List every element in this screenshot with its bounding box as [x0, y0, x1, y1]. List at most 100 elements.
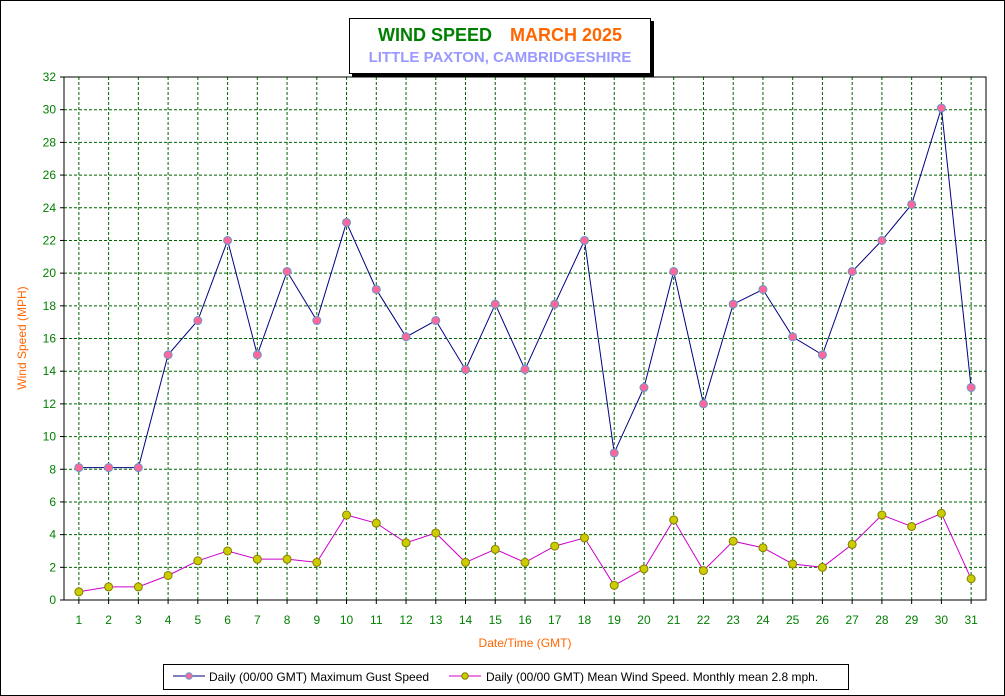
mean-point: [133, 582, 143, 592]
mean-point: [104, 582, 114, 592]
legend-mean-swatch: [449, 672, 481, 680]
mean-point: [342, 510, 352, 520]
gust-point: [669, 266, 679, 276]
x-tick-label: 17: [548, 613, 562, 627]
x-tick-label: 16: [518, 613, 532, 627]
mean-point: [163, 570, 173, 580]
y-tick-label: 28: [43, 135, 57, 149]
x-tick-label: 15: [489, 613, 503, 627]
chart-subtitle: LITTLE PAXTON, CAMBRIDGESHIRE: [368, 49, 632, 66]
mean-point: [639, 564, 649, 574]
mean-point: [282, 554, 292, 564]
mean-point: [728, 536, 738, 546]
gust-point: [579, 235, 589, 245]
mean-point: [966, 574, 976, 584]
x-tick-label: 11: [370, 613, 383, 627]
mean-point: [877, 510, 887, 520]
chart-legend: Daily (00/00 GMT) Maximum Gust Speed Dai…: [163, 664, 849, 690]
gust-point: [104, 463, 114, 473]
gust-point: [550, 299, 560, 309]
x-tick-label: 6: [224, 613, 231, 627]
x-tick-label: 25: [786, 613, 800, 627]
gust-point: [461, 365, 471, 375]
x-tick-label: 31: [964, 613, 978, 627]
mean-point: [371, 518, 381, 528]
chart-title: WIND SPEED: [377, 25, 492, 45]
gust-point: [401, 332, 411, 342]
x-tick-label: 30: [935, 613, 949, 627]
gust-point: [788, 332, 798, 342]
x-tick-label: 9: [313, 613, 320, 627]
mean-point: [461, 557, 471, 567]
x-tick-label: 21: [667, 613, 681, 627]
x-tick-label: 10: [340, 613, 354, 627]
y-tick-label: 20: [43, 266, 57, 280]
gust-point: [609, 448, 619, 458]
mean-point: [312, 557, 322, 567]
mean-point: [74, 587, 84, 597]
legend-gust-label: Daily (00/00 GMT) Maximum Gust Speed: [209, 670, 430, 684]
plot-area-border: [63, 76, 987, 601]
gust-point: [342, 217, 352, 227]
gust-point: [639, 383, 649, 393]
x-tick-label: 4: [165, 613, 172, 627]
x-tick-label: 14: [459, 613, 473, 627]
y-tick-label: 6: [49, 495, 56, 509]
y-axis-label: Wind Speed (MPH): [15, 286, 29, 389]
gust-point: [490, 299, 500, 309]
y-tick-label: 16: [43, 332, 57, 346]
gust-point: [847, 266, 857, 276]
mean-point: [788, 559, 798, 569]
series-layer: [74, 103, 976, 597]
x-tick-label: 24: [756, 613, 770, 627]
x-tick-label: 20: [637, 613, 651, 627]
y-tick-label: 12: [43, 397, 57, 411]
gust-point: [193, 316, 203, 326]
mean-point: [550, 541, 560, 551]
mean-point: [817, 562, 827, 572]
mean-point: [669, 515, 679, 525]
x-tick-label: 19: [608, 613, 622, 627]
x-tick-label: 26: [816, 613, 830, 627]
mean-point: [252, 554, 262, 564]
y-tick-label: 26: [43, 168, 57, 182]
mean-point: [431, 528, 441, 538]
chart-title-box: WIND SPEED MARCH 2025 LITTLE PAXTON, CAMB…: [349, 18, 651, 74]
chart-month: MARCH 2025: [509, 25, 623, 45]
mean-point: [520, 557, 530, 567]
gust-point: [520, 365, 530, 375]
gust-point: [312, 316, 322, 326]
gust-point: [371, 284, 381, 294]
gust-point: [133, 463, 143, 473]
gust-point: [907, 199, 917, 209]
x-tick-label: 23: [727, 613, 741, 627]
mean-point: [936, 508, 946, 518]
y-tick-label: 14: [43, 364, 57, 378]
x-tick-label: 27: [845, 613, 859, 627]
y-tick-label: 0: [49, 593, 56, 607]
gust-point: [252, 350, 262, 360]
mean-point: [579, 533, 589, 543]
gust-point: [163, 350, 173, 360]
x-tick-label: 18: [578, 613, 592, 627]
gust-point: [936, 103, 946, 113]
x-tick-label: 28: [875, 613, 889, 627]
y-tick-label: 24: [43, 201, 57, 215]
mean-point: [223, 546, 233, 556]
gust-point: [758, 284, 768, 294]
gust-point: [728, 299, 738, 309]
gust-point: [223, 235, 233, 245]
y-tick-label: 4: [49, 528, 56, 542]
mean-point: [758, 543, 768, 553]
mean-point: [490, 544, 500, 554]
y-tick-label: 10: [43, 430, 57, 444]
y-tick-label: 8: [49, 462, 56, 476]
y-tick-label: 32: [43, 70, 57, 84]
gust-point: [282, 266, 292, 276]
y-tick-label: 2: [49, 560, 56, 574]
mean-point: [609, 580, 619, 590]
mean-point: [907, 521, 917, 531]
x-tick-label: 12: [399, 613, 413, 627]
